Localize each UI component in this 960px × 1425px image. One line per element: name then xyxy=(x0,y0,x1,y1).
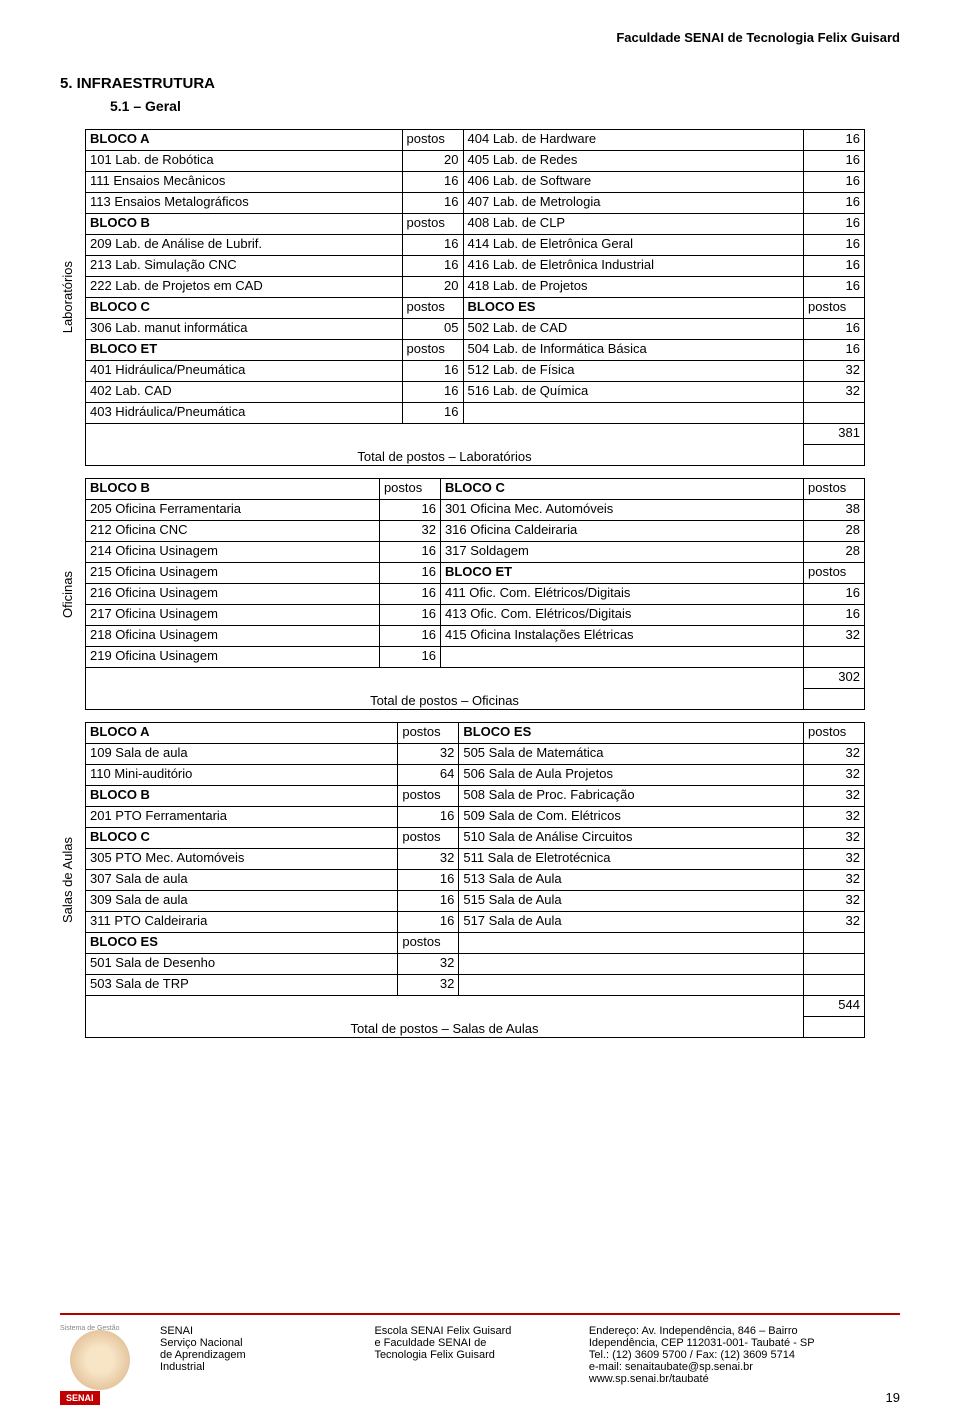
table-row: 222 Lab. de Projetos em CAD20418 Lab. de… xyxy=(86,277,865,298)
table-row: 113 Ensaios Metalográficos16407 Lab. de … xyxy=(86,193,865,214)
table-row: BLOCO Apostos404 Lab. de Hardware16 xyxy=(86,130,865,151)
header-institution: Faculdade SENAI de Tecnologia Felix Guis… xyxy=(60,30,900,45)
table-row: 401 Hidráulica/Pneumática16512 Lab. de F… xyxy=(86,361,865,382)
footer-col-3: Endereço: Av. Independência, 846 – Bairr… xyxy=(589,1325,900,1385)
table-row: 307 Sala de aula16513 Sala de Aula32 xyxy=(86,870,865,891)
table-row: BLOCO Cpostos510 Sala de Análise Circuit… xyxy=(86,828,865,849)
page-number: 19 xyxy=(886,1390,900,1405)
table-row: 214 Oficina Usinagem16317 Soldagem28 xyxy=(86,542,865,563)
footer: Sistema de Gestão SENAI SENAIServiço Nac… xyxy=(60,1313,900,1405)
table-row: BLOCO Bpostos408 Lab. de CLP16 xyxy=(86,214,865,235)
table-row: 311 PTO Caldeiraria16517 Sala de Aula32 xyxy=(86,912,865,933)
table-row: BLOCO ApostosBLOCO ESpostos xyxy=(86,723,865,744)
logo-senai: Sistema de Gestão SENAI xyxy=(60,1325,140,1405)
table-row: BLOCO CpostosBLOCO ESpostos xyxy=(86,298,865,319)
vlabel-oficinas: Oficinas xyxy=(60,571,75,618)
table-row: 216 Oficina Usinagem16411 Ofic. Com. Elé… xyxy=(86,584,865,605)
vlabel-salas: Salas de Aulas xyxy=(60,837,75,923)
table-row: BLOCO ETpostos504 Lab. de Informática Bá… xyxy=(86,340,865,361)
table-row: 101 Lab. de Robótica20405 Lab. de Redes1… xyxy=(86,151,865,172)
sub-title: 5.1 – Geral xyxy=(110,98,900,114)
vlabel-labs: Laboratórios xyxy=(60,261,75,333)
footer-col-1: SENAIServiço Nacionalde AprendizagemIndu… xyxy=(160,1325,354,1373)
table-row: BLOCO Bpostos508 Sala de Proc. Fabricaçã… xyxy=(86,786,865,807)
table-row: 217 Oficina Usinagem16413 Ofic. Com. Elé… xyxy=(86,605,865,626)
table-row: 213 Lab. Simulação CNC16416 Lab. de Elet… xyxy=(86,256,865,277)
table-laboratorios: BLOCO Apostos404 Lab. de Hardware16101 L… xyxy=(85,129,865,466)
table-row: BLOCO ESpostos xyxy=(86,933,865,954)
table-row: 111 Ensaios Mecânicos16406 Lab. de Softw… xyxy=(86,172,865,193)
table-row: 201 PTO Ferramentaria16509 Sala de Com. … xyxy=(86,807,865,828)
table-row: BLOCO BpostosBLOCO Cpostos xyxy=(86,479,865,500)
table-row: 218 Oficina Usinagem16415 Oficina Instal… xyxy=(86,626,865,647)
table-row: 402 Lab. CAD16516 Lab. de Química32 xyxy=(86,382,865,403)
table-row: 219 Oficina Usinagem16 xyxy=(86,647,865,668)
table-row: 110 Mini-auditório64506 Sala de Aula Pro… xyxy=(86,765,865,786)
table-oficinas: BLOCO BpostosBLOCO Cpostos205 Oficina Fe… xyxy=(85,478,865,710)
section-title: 5. INFRAESTRUTURA xyxy=(60,75,900,92)
table-row: 309 Sala de aula16515 Sala de Aula32 xyxy=(86,891,865,912)
table-row: 306 Lab. manut informática05502 Lab. de … xyxy=(86,319,865,340)
table-row: 215 Oficina Usinagem16BLOCO ETpostos xyxy=(86,563,865,584)
footer-col-2: Escola SENAI Felix Guisarde Faculdade SE… xyxy=(374,1325,568,1361)
table-row: 212 Oficina CNC32316 Oficina Caldeiraria… xyxy=(86,521,865,542)
table-row: 403 Hidráulica/Pneumática16 xyxy=(86,403,865,424)
table-row: 503 Sala de TRP32 xyxy=(86,975,865,996)
table-salas: BLOCO ApostosBLOCO ESpostos109 Sala de a… xyxy=(85,722,865,1038)
table-row: 209 Lab. de Análise de Lubrif.16414 Lab.… xyxy=(86,235,865,256)
table-row: 305 PTO Mec. Automóveis32511 Sala de Ele… xyxy=(86,849,865,870)
table-row: 109 Sala de aula32505 Sala de Matemática… xyxy=(86,744,865,765)
table-row: 501 Sala de Desenho32 xyxy=(86,954,865,975)
table-row: 205 Oficina Ferramentaria16301 Oficina M… xyxy=(86,500,865,521)
